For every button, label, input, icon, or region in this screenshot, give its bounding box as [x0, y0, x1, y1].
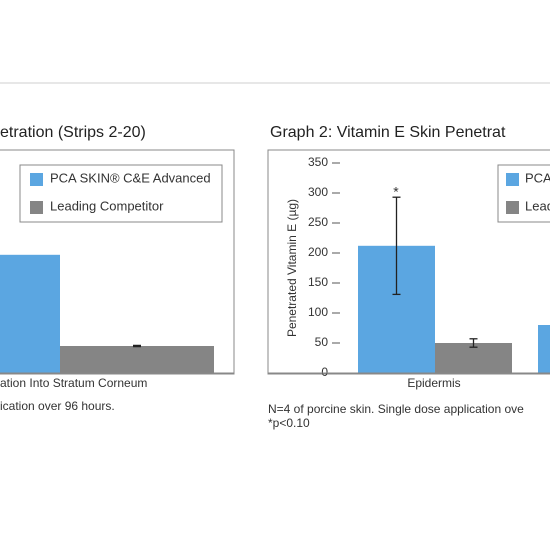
legend-box	[19, 164, 223, 223]
chart-title: Graph 2: Vitamin E Skin Penetrat	[270, 124, 506, 141]
annotation: *	[393, 184, 399, 200]
bar	[60, 346, 214, 373]
legend-swatch	[30, 201, 43, 214]
y-tick-label: 100	[308, 305, 328, 319]
footnote: N=4 of porcine skin. Single dose applica…	[268, 402, 524, 416]
y-tick-label: 300	[308, 185, 328, 199]
y-tick-label: 0	[321, 365, 328, 379]
error-bar	[133, 344, 141, 348]
y-tick-label: 200	[308, 245, 328, 259]
y-tick-label: 250	[308, 215, 328, 229]
plot-frame	[0, 149, 235, 375]
legend-label: Leading Competitor	[50, 198, 164, 213]
legend-swatch	[30, 173, 43, 186]
bar	[435, 343, 512, 373]
error-bar	[469, 338, 478, 348]
y-tick-label: 150	[308, 275, 328, 289]
bar	[538, 325, 550, 373]
y-tick-label: 50	[315, 335, 329, 349]
legend-label: Lead	[525, 198, 550, 213]
footnote: *p<0.10	[268, 416, 310, 430]
bar	[0, 254, 60, 373]
x-tick-label: Epidermis	[407, 376, 460, 390]
chart-title: etration (Strips 2-20)	[0, 124, 146, 141]
footnote: ication over 96 hours.	[0, 399, 115, 413]
plot-frame	[267, 149, 550, 375]
legend-label: PCA SKIN® C&E Advanced	[50, 170, 211, 185]
x-tick-label: ation Into Stratum Corneum	[0, 376, 147, 390]
y-tick-label: 350	[308, 155, 328, 169]
legend-swatch	[506, 201, 519, 214]
error-bar	[392, 196, 401, 296]
y-axis-label: Penetrated Vitamin E (µg)	[285, 199, 299, 337]
legend-swatch	[506, 173, 519, 186]
legend-label: PCA	[525, 170, 550, 185]
